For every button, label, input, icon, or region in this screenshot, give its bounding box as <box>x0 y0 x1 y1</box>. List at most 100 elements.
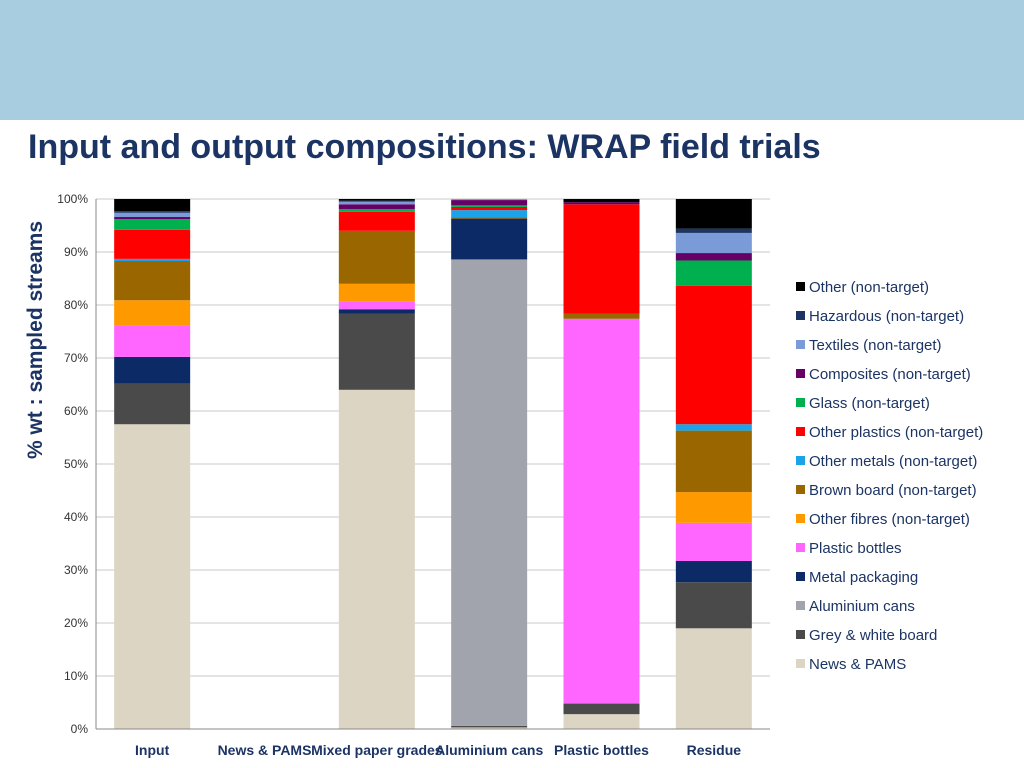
header-banner <box>0 0 1024 120</box>
x-category-label: News & PAMS <box>218 742 312 758</box>
y-tick-label: 60% <box>64 404 88 418</box>
legend-label: Glass (non-target) <box>809 395 930 412</box>
bar-segment <box>114 212 191 218</box>
legend: Other (non-target) Hazardous (non-target)… <box>796 279 983 673</box>
bar-segment <box>675 199 752 229</box>
bar-segment <box>451 725 528 728</box>
legend-label: News & PAMS <box>809 656 906 673</box>
bar-segment <box>114 199 191 212</box>
bar-segment <box>675 232 752 254</box>
bar-segment <box>338 230 415 284</box>
bar-segment <box>675 228 752 233</box>
bar-segment <box>675 253 752 261</box>
y-tick-label: 0% <box>71 722 89 736</box>
legend-swatch <box>796 630 805 639</box>
bar-segment <box>114 300 191 326</box>
bar-segment <box>451 217 528 219</box>
legend-label: Other plastics (non-target) <box>809 424 983 441</box>
legend-label: Textiles (non-target) <box>809 337 942 354</box>
y-tick-label: 10% <box>64 669 88 683</box>
y-tick-label: 80% <box>64 298 88 312</box>
y-tick-label: 100% <box>57 192 88 206</box>
y-tick-label: 30% <box>64 563 88 577</box>
axes <box>95 199 770 730</box>
bar-segment <box>675 430 752 493</box>
legend-label: Other fibres (non-target) <box>809 511 970 528</box>
bar-segment <box>675 522 752 561</box>
y-tick-label: 40% <box>64 510 88 524</box>
bar-segment <box>675 560 752 583</box>
bar-segment <box>563 714 640 729</box>
legend-swatch <box>796 543 805 552</box>
bar-segment <box>675 424 752 431</box>
x-category-label: Aluminium cans <box>435 742 543 758</box>
bars <box>114 199 752 729</box>
legend-label: Metal packaging <box>809 569 918 586</box>
legend-swatch <box>796 485 805 494</box>
bar-segment <box>451 259 528 726</box>
y-axis-label: % wt : sampled streams <box>24 221 47 459</box>
bar-segment <box>338 301 415 310</box>
bar-segment <box>675 285 752 425</box>
bar-segment <box>563 199 640 203</box>
bar-segment <box>338 309 415 314</box>
x-category-label: Mixed paper grades <box>311 742 443 758</box>
bar-segment <box>563 202 640 205</box>
bar-segment <box>451 727 528 729</box>
bar-segment <box>563 703 640 715</box>
bar-segment <box>114 424 191 729</box>
y-tick-label: 20% <box>64 616 88 630</box>
bar-segment <box>563 313 640 319</box>
x-category-labels: Input News & PAMS Mixed paper gradesAlumin… <box>135 742 741 758</box>
x-category-label: Residue <box>687 742 742 758</box>
stacked-bar-chart: 0% 10% 20% 30% 40% 50% 60% 70% 80% 90% 100% Input N… <box>24 192 983 758</box>
legend-label: Aluminium cans <box>809 598 915 615</box>
bar-segment <box>451 199 528 201</box>
bar-segment <box>114 261 191 301</box>
bar-segment <box>338 204 415 210</box>
bar-segment <box>114 356 191 384</box>
legend-label: Hazardous (non-target) <box>809 308 964 325</box>
bar-segment <box>338 199 415 201</box>
legend-swatch <box>796 514 805 523</box>
x-category-label: Input <box>135 742 170 758</box>
legend-label: Plastic bottles <box>809 540 902 557</box>
legend-swatch <box>796 311 805 320</box>
bar-segment <box>114 229 191 259</box>
bar-segment <box>451 210 528 218</box>
bar-segment <box>563 204 640 314</box>
bar-segment <box>338 201 415 205</box>
bar-segment <box>338 283 415 302</box>
y-tick-labels: 0% 10% 20% 30% 40% 50% 60% 70% 80% 90% 100% <box>57 192 88 736</box>
legend-swatch <box>796 659 805 668</box>
legend-swatch <box>796 456 805 465</box>
legend-label: Other (non-target) <box>809 279 929 296</box>
bar-segment <box>451 218 528 260</box>
bar-segment <box>114 219 191 230</box>
bar-segment <box>114 383 191 425</box>
legend-swatch <box>796 427 805 436</box>
bar-segment <box>338 313 415 390</box>
bar-segment <box>563 318 640 704</box>
y-tick-label: 70% <box>64 351 88 365</box>
legend-swatch <box>796 601 805 610</box>
bar-segment <box>114 217 191 220</box>
bar-segment <box>338 211 415 231</box>
bar-segment <box>114 258 191 262</box>
bar-segment <box>451 206 528 211</box>
bar-segment <box>338 200 415 202</box>
legend-swatch <box>796 282 805 291</box>
x-category-label: Plastic bottles <box>554 742 649 758</box>
legend-label: Grey & white board <box>809 627 937 644</box>
bar-segment <box>675 628 752 729</box>
legend-label: Composites (non-target) <box>809 366 971 383</box>
y-tick-label: 90% <box>64 245 88 259</box>
bar-segment <box>675 492 752 523</box>
bar-segment <box>338 209 415 212</box>
legend-label: Brown board (non-target) <box>809 482 977 499</box>
bar-segment <box>451 200 528 206</box>
legend-swatch <box>796 340 805 349</box>
bar-segment <box>338 389 415 729</box>
bar-segment <box>451 205 528 207</box>
gridlines <box>96 198 770 730</box>
